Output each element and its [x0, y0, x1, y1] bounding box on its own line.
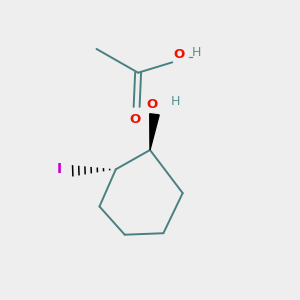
Text: H: H [171, 95, 180, 108]
Polygon shape [150, 114, 159, 150]
Text: H: H [192, 46, 201, 59]
Text: O: O [130, 113, 141, 126]
Text: O: O [146, 98, 158, 111]
Text: I: I [57, 162, 62, 176]
Text: O: O [174, 48, 185, 61]
